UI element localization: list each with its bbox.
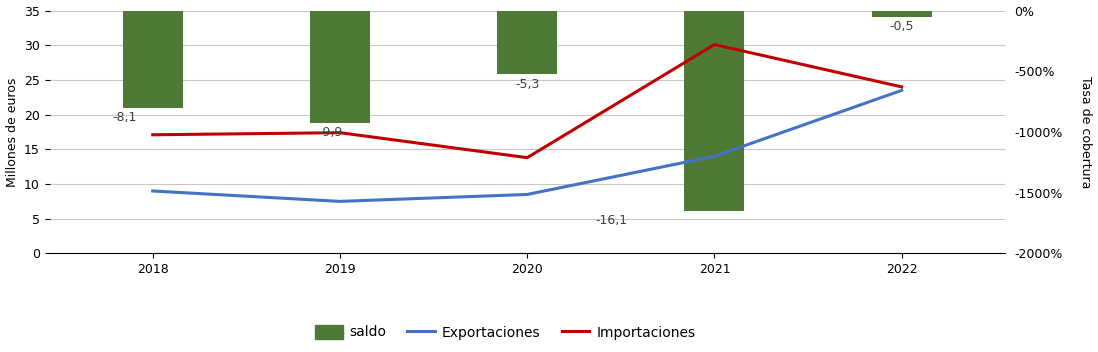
Bar <box>123 11 182 108</box>
Legend: saldo, Exportaciones, Importaciones: saldo, Exportaciones, Importaciones <box>310 319 701 345</box>
Text: -8,1: -8,1 <box>112 111 137 124</box>
Y-axis label: Tasa de cobertura: Tasa de cobertura <box>1079 76 1093 188</box>
Text: -5,3: -5,3 <box>515 78 539 91</box>
Bar <box>310 11 370 123</box>
Text: -0,5: -0,5 <box>889 20 914 33</box>
Bar <box>684 11 744 211</box>
Text: -9,9: -9,9 <box>318 126 343 139</box>
Bar <box>872 11 932 17</box>
Bar <box>497 11 557 74</box>
Y-axis label: Millones de euros: Millones de euros <box>5 77 19 187</box>
Text: -16,1: -16,1 <box>595 214 628 227</box>
